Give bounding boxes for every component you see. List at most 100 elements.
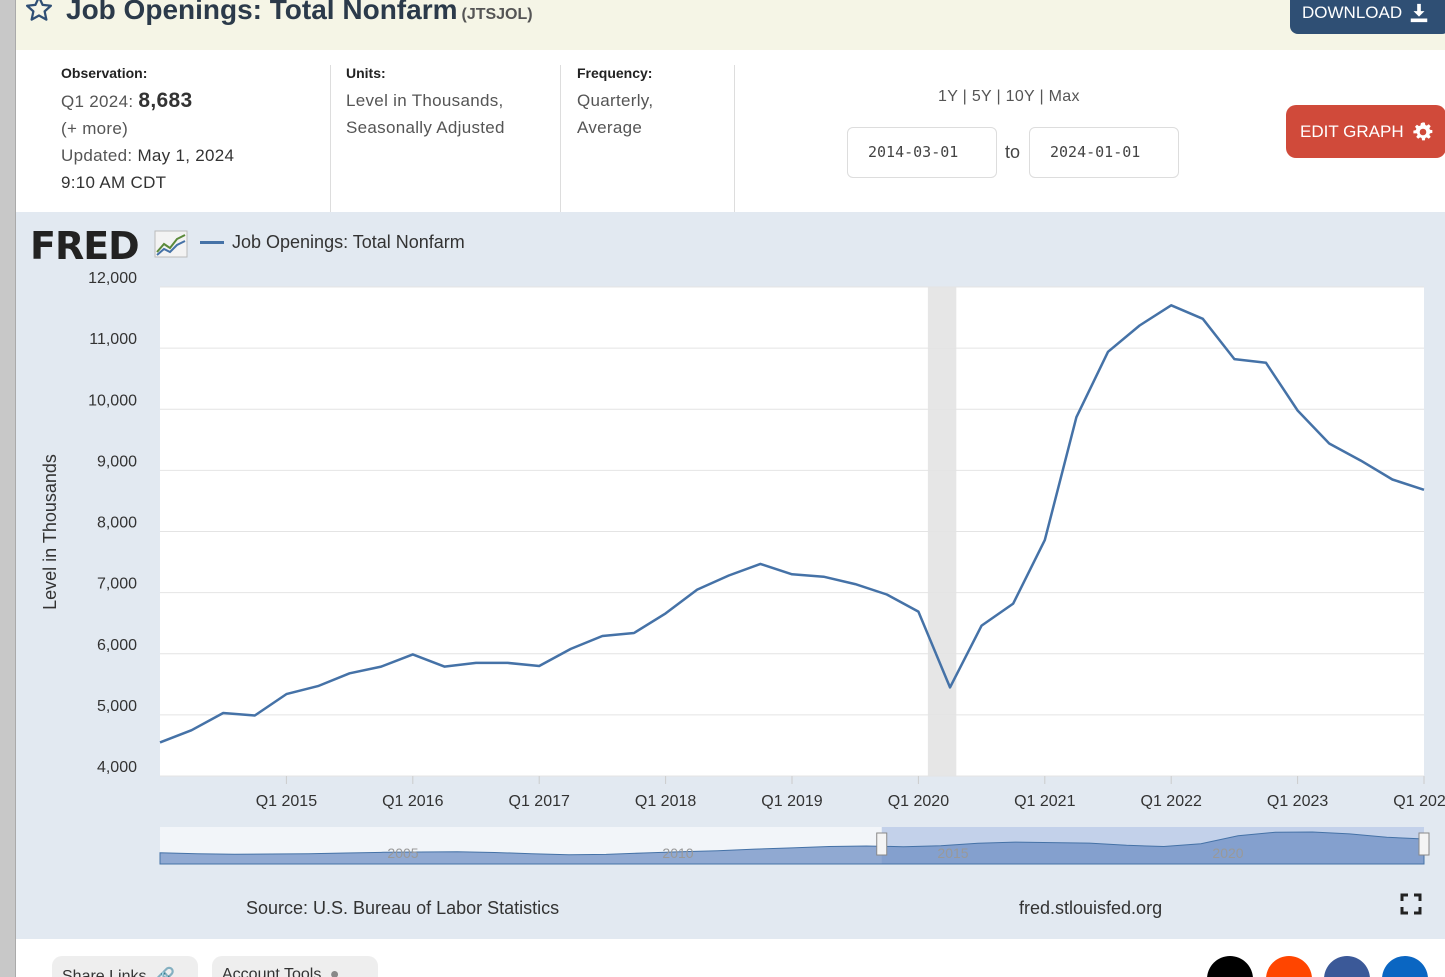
download-button[interactable]: DOWNLOAD [1290, 0, 1445, 34]
x-tick-label: Q1 2017 [509, 793, 570, 810]
y-tick-label: 8,000 [97, 515, 137, 532]
facebook-share-icon[interactable] [1324, 956, 1370, 977]
data-point[interactable] [1010, 601, 1016, 607]
series-title: Job Openings: Total Nonfarm [66, 0, 458, 25]
units-label: Units: [346, 65, 386, 81]
account-tools-label: Account Tools [222, 966, 322, 977]
data-point[interactable] [599, 633, 605, 639]
data-point[interactable] [347, 670, 353, 676]
user-icon: ● [329, 966, 340, 977]
series-header: Job Openings: Total Nonfarm (JTSJOL) DOWN… [16, 0, 1445, 50]
fullscreen-icon[interactable] [1400, 893, 1422, 915]
y-tick-label: 10,000 [88, 392, 137, 409]
x-tick-label: Q1 2016 [382, 793, 443, 810]
range-links[interactable]: 1Y | 5Y | 10Y | Max [938, 88, 1080, 105]
data-point[interactable] [1421, 487, 1427, 493]
navigator-handle[interactable] [1418, 832, 1430, 856]
data-point[interactable] [1358, 458, 1364, 464]
updated-label: Updated: [61, 146, 133, 165]
data-point[interactable] [757, 561, 763, 567]
end-date-input[interactable]: 2024-01-01 [1029, 127, 1179, 178]
data-point[interactable] [441, 664, 447, 670]
star-icon[interactable] [24, 0, 54, 24]
data-point[interactable] [1105, 349, 1111, 355]
x-tick-label: Q1 2018 [635, 793, 696, 810]
data-point[interactable] [1326, 440, 1332, 446]
chart-legend[interactable]: Job Openings: Total Nonfarm [200, 232, 465, 253]
data-point[interactable] [473, 660, 479, 666]
y-tick-label: 5,000 [97, 698, 137, 715]
edit-graph-button[interactable]: EDIT GRAPH [1286, 105, 1445, 158]
data-point[interactable] [789, 571, 795, 577]
navigator-year-label: 2015 [937, 845, 968, 861]
data-point[interactable] [252, 712, 258, 718]
data-point[interactable] [915, 609, 921, 615]
edit-graph-label: EDIT GRAPH [1300, 121, 1404, 141]
line-chart[interactable]: 4,000 5,000 6,000 7,000 8,000 9,000 10,000 11,0… [16, 212, 1445, 892]
data-point[interactable] [189, 727, 195, 733]
data-point[interactable] [979, 623, 985, 629]
data-point[interactable] [1200, 316, 1206, 322]
units-line-2: Seasonally Adjusted [346, 118, 505, 137]
data-point[interactable] [663, 610, 669, 616]
data-point[interactable] [1168, 302, 1174, 308]
data-point[interactable] [410, 651, 416, 657]
y-tick-label: 12,000 [88, 270, 137, 287]
data-point[interactable] [726, 573, 732, 579]
data-point[interactable] [821, 574, 827, 580]
observation-more-link[interactable]: (+ more) [61, 119, 129, 138]
share-links-tab[interactable]: Share Links 🔗 [52, 956, 198, 977]
data-point[interactable] [157, 739, 163, 745]
data-point[interactable] [378, 664, 384, 670]
window-edge [0, 0, 16, 977]
x-share-icon[interactable] [1207, 956, 1253, 977]
data-point[interactable] [1295, 407, 1301, 413]
frequency-line-2: Average [577, 118, 643, 137]
data-point[interactable] [1389, 477, 1395, 483]
download-label: DOWNLOAD [1302, 3, 1403, 22]
start-date-input[interactable]: 2014-03-01 [847, 127, 997, 178]
data-point[interactable] [220, 710, 226, 716]
data-point[interactable] [694, 587, 700, 593]
data-point[interactable] [536, 663, 542, 669]
legend-swatch [200, 241, 224, 244]
data-point[interactable] [947, 684, 953, 690]
fred-logo: FRED [30, 224, 140, 268]
y-tick-label: 4,000 [97, 759, 137, 776]
x-tick-label: Q1 2023 [1267, 793, 1328, 810]
units-line-1: Level in Thousands, [346, 91, 504, 110]
data-point[interactable] [283, 691, 289, 697]
bottom-toolbar: Share Links 🔗 Account Tools ● [16, 939, 1445, 977]
data-point[interactable] [1231, 356, 1237, 362]
data-point[interactable] [1073, 414, 1079, 420]
account-tools-tab[interactable]: Account Tools ● [212, 956, 378, 977]
y-tick-label: 11,000 [89, 331, 137, 348]
y-tick-label: 6,000 [97, 637, 137, 654]
data-point[interactable] [1263, 360, 1269, 366]
gear-icon [1412, 121, 1432, 140]
x-tick-label: Q1 2021 [1014, 793, 1075, 810]
observation-value: 8,683 [138, 89, 193, 112]
navigator-handle[interactable] [876, 832, 888, 856]
data-point[interactable] [852, 581, 858, 587]
data-point[interactable] [631, 630, 637, 636]
data-point[interactable] [568, 646, 574, 652]
updated-line: Updated: May 1, 2024 [61, 142, 331, 169]
data-point[interactable] [505, 660, 511, 666]
data-point[interactable] [315, 683, 321, 689]
chart-site-link[interactable]: fred.stlouisfed.org [1019, 898, 1163, 918]
meta-divider [734, 65, 735, 212]
data-point[interactable] [1137, 323, 1143, 329]
reddit-share-icon[interactable] [1266, 956, 1312, 977]
y-axis-label: Level in Thousands [40, 454, 60, 610]
x-tick-label: Q1 2020 [888, 793, 949, 810]
series-line[interactable] [159, 304, 1425, 744]
meta-divider [560, 65, 561, 212]
fred-chart-logo-icon [154, 230, 188, 258]
data-point[interactable] [1042, 537, 1048, 543]
navigator-year-label: 2005 [387, 845, 418, 861]
linkedin-share-icon[interactable] [1382, 956, 1428, 977]
updated-time: 9:10 AM CDT [61, 173, 167, 192]
y-tick-label: 9,000 [97, 453, 137, 470]
data-point[interactable] [884, 591, 890, 597]
